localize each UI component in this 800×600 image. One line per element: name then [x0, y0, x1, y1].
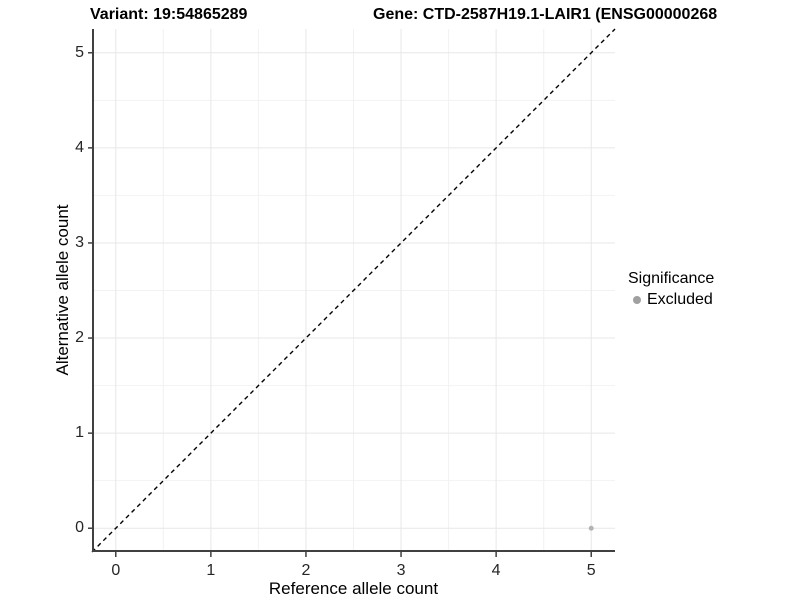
x-tick-label: 3 [396, 562, 406, 579]
data-point [588, 525, 594, 531]
legend: Significance Excluded [628, 268, 714, 310]
x-tick-label: 0 [111, 562, 121, 579]
y-tick-label: 4 [75, 138, 84, 156]
y-axis-title: Alternative allele count [53, 204, 72, 376]
x-tick-label: 2 [301, 562, 311, 579]
x-tick-label: 1 [206, 562, 216, 579]
legend-title: Significance [628, 270, 715, 287]
y-tick-label: 5 [75, 43, 84, 61]
legend-item-excluded: Excluded [628, 289, 714, 310]
y-tick-label: 3 [75, 233, 84, 251]
y-tick-label: 1 [75, 424, 84, 442]
x-tick-label: 4 [491, 562, 501, 579]
identity-dashed-line [91, 28, 616, 553]
legend-point-icon [633, 295, 641, 304]
gene-title: Gene: CTD-2587H19.1-LAIR1 (ENSG00000268 [373, 6, 718, 23]
legend-item-label: Excluded [647, 290, 713, 308]
y-tick-label: 0 [75, 519, 84, 537]
variant-title: Variant: 19:54865289 [90, 6, 248, 23]
y-tick-label: 2 [75, 329, 84, 347]
x-tick-label: 5 [586, 562, 596, 579]
x-axis-title: Reference allele count [268, 579, 439, 598]
